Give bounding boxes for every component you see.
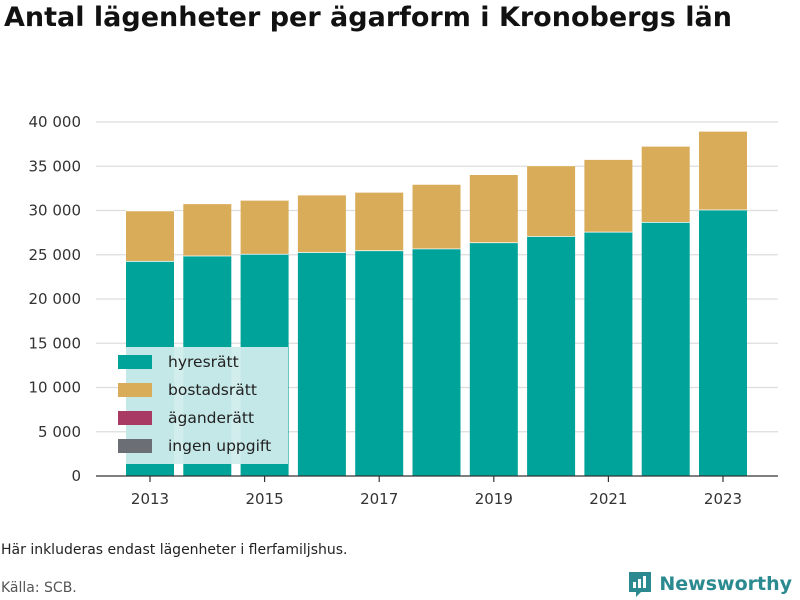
footnote: Här inkluderas endast lägenheter i flerf… xyxy=(1,542,348,558)
brand-name: Newsworthy xyxy=(659,573,792,595)
x-tick-label: 2017 xyxy=(360,490,398,508)
bar-2021-series-0[interactable] xyxy=(584,231,633,476)
bar-2022-series-1[interactable] xyxy=(641,145,690,223)
legend-background xyxy=(126,347,288,464)
bar-2023-series-0[interactable] xyxy=(699,209,747,477)
bar-2016-series-1[interactable] xyxy=(297,194,346,253)
legend: hyresrätt bostadsrätt äganderätt ingen uppg… xyxy=(118,347,288,464)
y-tick-label: 25 000 xyxy=(29,246,82,264)
legend-swatch xyxy=(118,411,152,425)
legend-swatch xyxy=(118,383,152,397)
y-tick-label: 15 000 xyxy=(29,334,82,352)
legend-swatch xyxy=(118,439,152,453)
legend-label: hyresrätt xyxy=(168,353,239,371)
bar-2020-series-1[interactable] xyxy=(527,165,576,237)
bar-2018-series-1[interactable] xyxy=(412,183,461,249)
bar-2013-series-1[interactable] xyxy=(126,210,174,261)
bar-2018-series-0[interactable] xyxy=(412,248,461,476)
x-tick-label: 2023 xyxy=(704,490,742,508)
bar-2016-series-0[interactable] xyxy=(297,252,346,476)
legend-label: äganderätt xyxy=(168,409,254,427)
y-tick-label: 10 000 xyxy=(29,379,82,397)
bar-2022-series-0[interactable] xyxy=(641,222,690,476)
y-axis-ticks: 0 5 000 10 000 15 000 20 000 25 000 30 000 35 0… xyxy=(29,113,82,485)
x-tick-label: 2013 xyxy=(131,490,169,508)
y-tick-label: 20 000 xyxy=(29,290,82,308)
bar-2014-series-1[interactable] xyxy=(183,203,232,256)
bar-2019-series-0[interactable] xyxy=(469,242,518,476)
bar-2015-series-1[interactable] xyxy=(240,199,289,254)
x-tick-label: 2015 xyxy=(246,490,284,508)
legend-swatch xyxy=(118,355,152,369)
x-axis: 2013 2015 2017 2019 2021 2023 xyxy=(96,475,778,508)
bar-2023-series-1[interactable] xyxy=(699,130,747,210)
newsworthy-logo-icon xyxy=(629,572,652,597)
y-tick-label: 0 xyxy=(71,467,81,485)
bar-2021-series-1[interactable] xyxy=(584,159,633,232)
y-tick-label: 30 000 xyxy=(29,202,82,220)
bar-2017-series-0[interactable] xyxy=(355,250,404,476)
bar-2020-series-0[interactable] xyxy=(527,236,576,476)
legend-label: ingen uppgift xyxy=(168,437,271,455)
x-tick-label: 2021 xyxy=(589,490,627,508)
legend-label: bostadsrätt xyxy=(168,381,257,399)
stacked-bar-chart: 0 5 000 10 000 15 000 20 000 25 000 30 000 35 0… xyxy=(29,113,778,508)
y-tick-label: 5 000 xyxy=(38,423,81,441)
chart-title: Antal lägenheter per ägarform i Kronober… xyxy=(4,2,732,33)
source-text: Källa: SCB. xyxy=(1,580,77,596)
y-tick-label: 35 000 xyxy=(29,157,82,175)
bar-2019-series-1[interactable] xyxy=(469,174,518,243)
brand-logo[interactable]: Newsworthy xyxy=(627,570,792,598)
x-tick-label: 2019 xyxy=(475,490,513,508)
y-tick-label: 40 000 xyxy=(29,113,82,131)
bar-2017-series-1[interactable] xyxy=(355,191,404,251)
